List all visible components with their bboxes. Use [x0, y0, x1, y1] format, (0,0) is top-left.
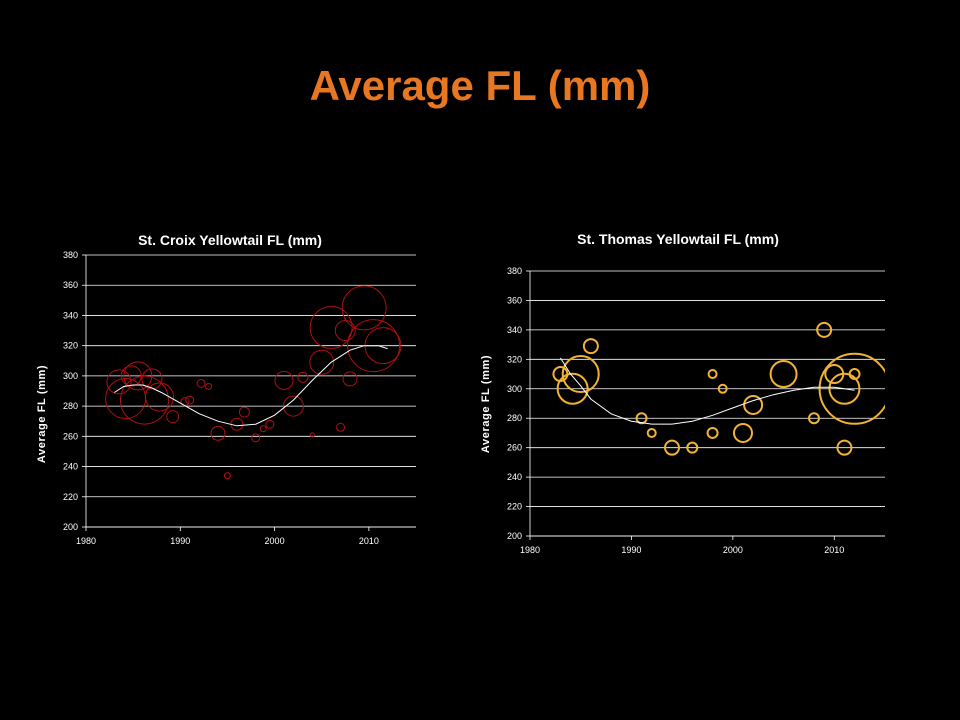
data-bubble [635, 412, 648, 425]
gridlines [530, 270, 885, 537]
data-bubble [282, 395, 304, 417]
axes [526, 270, 885, 540]
trend-line [114, 345, 388, 427]
y-tick-label: 260 [507, 443, 522, 453]
y-tick-label: 280 [507, 413, 522, 423]
data-bubble [743, 394, 764, 415]
y-tick-label: 240 [63, 462, 78, 472]
data-bubble [123, 361, 153, 391]
axes [82, 254, 416, 531]
data-bubble [230, 417, 244, 431]
data-bubble [106, 369, 132, 395]
data-bubble [342, 371, 358, 387]
data-bubble [166, 410, 180, 424]
gridlines [86, 254, 416, 528]
data-bubble [334, 320, 356, 342]
y-tick-label: 360 [63, 280, 78, 290]
y-tick-label: 280 [63, 401, 78, 411]
y-axis-title: Average FL (mm) [36, 365, 48, 463]
data-bubble [664, 439, 680, 456]
y-tick-label: 240 [507, 472, 522, 482]
data-bubble [196, 378, 206, 388]
x-tick-label: 2010 [824, 545, 844, 555]
chart-title: St. Croix Yellowtail FL (mm) [138, 232, 322, 248]
y-tick-labels: 200 220 240 260 280 300 320 340 360 380 [63, 250, 78, 532]
y-tick-label: 380 [63, 250, 78, 260]
data-bubble [707, 369, 718, 380]
plot-area [105, 285, 402, 480]
y-tick-label: 340 [507, 325, 522, 335]
data-bubble [205, 382, 213, 390]
data-bubble [818, 352, 885, 425]
y-tick-label: 200 [63, 522, 78, 532]
data-bubble [185, 395, 195, 405]
y-tick-label: 220 [507, 502, 522, 512]
chart-title: St. Thomas Yellowtail FL (mm) [577, 231, 779, 247]
data-bubble [309, 349, 335, 375]
data-bubble [717, 383, 728, 394]
data-bubble [341, 285, 387, 331]
data-bubble [309, 432, 315, 438]
data-bubble [210, 425, 226, 441]
data-bubble [561, 355, 600, 394]
x-tick-label: 2000 [723, 545, 743, 555]
x-tick-label: 1980 [76, 536, 96, 546]
data-bubble [808, 412, 820, 425]
data-bubble [828, 372, 861, 405]
data-bubble [223, 472, 231, 480]
data-bubble [848, 368, 861, 381]
data-bubble [297, 371, 309, 383]
st-croix-chart: St. Croix Yellowtail FL (mm) Average FL … [36, 232, 416, 546]
data-bubble [556, 372, 589, 405]
y-tick-labels: 200 220 240 260 280 300 320 340 360 380 [507, 266, 522, 541]
data-bubble [646, 427, 657, 438]
x-tick-label: 1980 [520, 545, 540, 555]
plot-area [552, 321, 885, 456]
y-tick-label: 320 [507, 354, 522, 364]
data-bubble [733, 422, 753, 443]
x-tick-label: 1990 [170, 536, 190, 546]
x-tick-label: 2010 [359, 536, 379, 546]
data-bubble [816, 321, 833, 338]
data-bubble [251, 433, 261, 443]
data-bubble [119, 375, 169, 425]
y-tick-label: 320 [63, 341, 78, 351]
y-axis-title: Average FL (mm) [480, 355, 492, 453]
x-tick-labels: 1980 1990 2000 2010 [520, 545, 844, 555]
y-tick-label: 340 [63, 310, 78, 320]
trend-line [559, 357, 855, 425]
data-bubble [706, 426, 719, 439]
y-tick-label: 200 [507, 531, 522, 541]
data-bubble [141, 368, 163, 390]
y-tick-label: 300 [507, 384, 522, 394]
data-bubble [347, 319, 401, 373]
data-bubble [769, 360, 798, 389]
y-tick-label: 260 [63, 431, 78, 441]
data-bubble [265, 419, 275, 429]
data-bubble [686, 441, 699, 454]
y-tick-label: 360 [507, 295, 522, 305]
data-bubble [238, 406, 250, 418]
data-bubble [259, 425, 267, 433]
data-bubble [582, 338, 599, 355]
data-bubble [309, 306, 353, 350]
y-tick-label: 380 [507, 266, 522, 276]
data-bubble [836, 439, 853, 456]
y-tick-label: 300 [63, 371, 78, 381]
page-title: Average FL (mm) [309, 62, 651, 109]
x-tick-labels: 1980 1990 2000 2010 [76, 536, 379, 546]
x-tick-label: 1990 [621, 545, 641, 555]
y-tick-label: 220 [63, 492, 78, 502]
x-tick-label: 2000 [265, 536, 285, 546]
data-bubble [274, 370, 294, 390]
st-thomas-chart: St. Thomas Yellowtail FL (mm) Average FL… [480, 231, 885, 555]
data-bubble [336, 422, 346, 432]
data-bubble [145, 382, 175, 412]
